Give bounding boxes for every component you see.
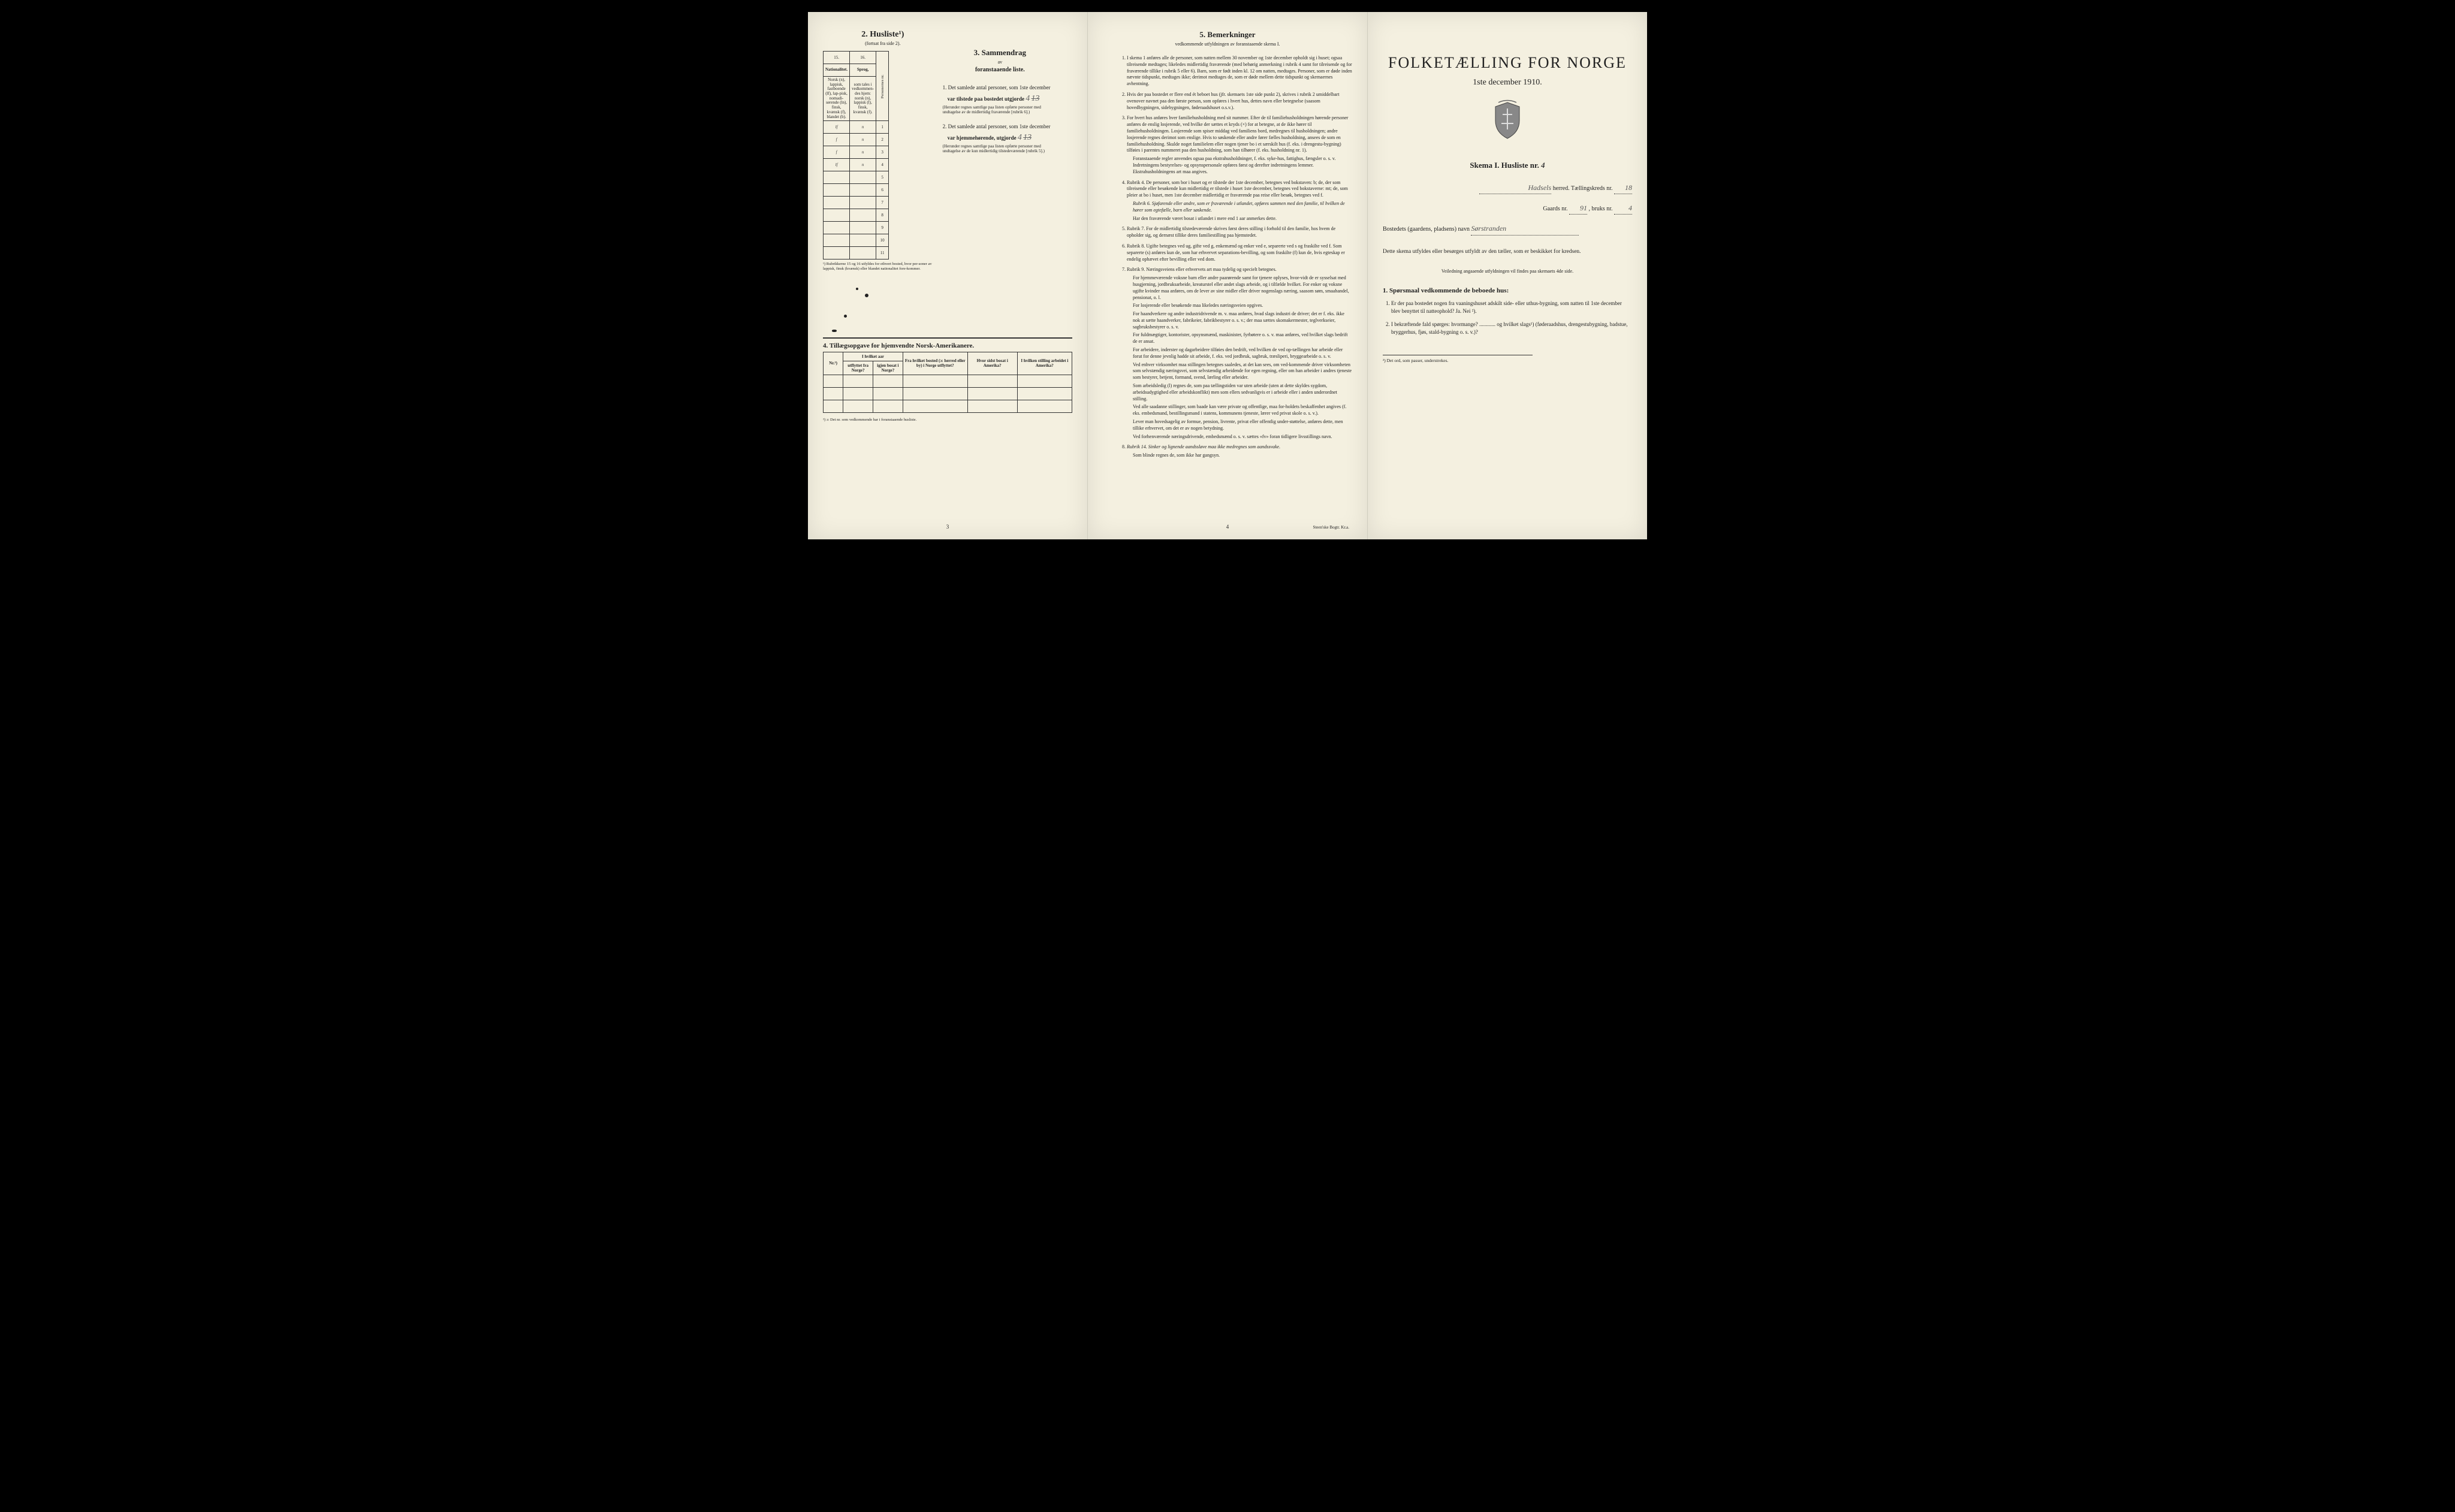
intro-text-2: Veiledning angaaende utfyldningen vil fi… (1383, 268, 1632, 275)
sammendrag-sub: foranstaaende liste. (943, 67, 1057, 73)
col15-label: Nationalitet. (824, 64, 850, 77)
table-row: fn3 (824, 146, 889, 159)
footnote-1: ¹) Rubrikkerne 15 og 16 utfyldes for eth… (823, 262, 943, 271)
page-middle: 5. Bemerkninger vedkommende utfyldningen… (1088, 12, 1368, 539)
page-right: FOLKETÆLLING FOR NORGE 1ste december 191… (1368, 12, 1647, 539)
question-2: I bekræftende fald spørges: hvormange? .… (1391, 321, 1632, 337)
sammendrag-title: 3. Sammendrag (943, 48, 1057, 58)
col-16: 16. (850, 52, 876, 64)
document-spread: 2. Husliste¹) (fortsat fra side 2). 15. … (808, 12, 1647, 539)
printer-note: Steen'ske Bogtr. Kr.a. (1313, 525, 1349, 530)
table-row: 11 (824, 247, 889, 259)
list-item: Hvis der paa bostedet er flere end ét be… (1127, 92, 1352, 111)
list-item: Rubrik 9. Næringsveiens eller erhvervets… (1127, 267, 1352, 440)
col-persons: Personernes nr. (876, 52, 889, 121)
ink-blot (844, 315, 847, 318)
nationality-table: 15. 16. Personernes nr. Nationalitet. Sp… (823, 51, 889, 259)
bemerkninger-title: 5. Bemerkninger (1103, 30, 1352, 40)
col-15: 15. (824, 52, 850, 64)
bemerkninger-sub: vedkommende utfyldningen av foranstaaend… (1103, 41, 1352, 47)
husliste-heading: 2. Husliste¹) (823, 30, 943, 40)
husliste-sub: (fortsat fra side 2). (823, 41, 943, 46)
sammendrag-item-1: 1. Det samlede antal personer, som 1ste … (943, 84, 1057, 114)
coat-of-arms-icon (1383, 99, 1632, 143)
table-row: lfn1 (824, 121, 889, 134)
table-row: fn2 (824, 134, 889, 146)
col16-label: Sprog, (850, 64, 876, 77)
question-list: Er der paa bostedet nogen fra vaaningshu… (1383, 300, 1632, 337)
page-number: 3 (808, 524, 1087, 530)
col15-desc: Norsk (n), lappisk, fastboende (lf), lap… (824, 77, 850, 121)
sammendrag-av: av (943, 59, 1057, 65)
herred-line: Hadsels herred. Tællingskreds nr. 18 (1383, 182, 1632, 194)
list-item: For hvert hus anføres hver familiehushol… (1127, 115, 1352, 175)
ink-blot (865, 294, 868, 297)
table-row (824, 375, 1072, 387)
table-row: 6 (824, 184, 889, 197)
table-row: 10 (824, 234, 889, 247)
col16-desc: som tales i vedkommen-des hjem: norsk (n… (850, 77, 876, 121)
footnote-2: ²) ɔ: Det nr. som vedkommende har i fora… (823, 418, 1072, 422)
table-row: 9 (824, 222, 889, 234)
footnote-right: ²) Det ord, som passer, understrekes. (1383, 355, 1533, 363)
skema-line: Skema I. Husliste nr. 4 (1383, 161, 1632, 170)
bosted-line: Bostedets (gaardens, pladsens) navn Sørs… (1383, 223, 1632, 235)
table-row: 8 (824, 209, 889, 222)
list-item: Rubrik 8. Ugifte betegnes ved ug, gifte … (1127, 243, 1352, 262)
ink-blot (832, 330, 837, 332)
table-row: 7 (824, 197, 889, 209)
tillaeg-table: Nr.²)I hvilket aarFra hvilket bosted (ɔ:… (823, 352, 1072, 413)
main-title: FOLKETÆLLING FOR NORGE (1383, 54, 1632, 72)
table-row: lfn4 (824, 159, 889, 171)
ink-blot (856, 288, 858, 290)
intro-text-1: Dette skema utfyldes eller besørges utfy… (1383, 248, 1632, 256)
table-row (824, 387, 1072, 400)
list-item: Rubrik 14. Sinker og lignende aandssløve… (1127, 444, 1352, 459)
page-left: 2. Husliste¹) (fortsat fra side 2). 15. … (808, 12, 1088, 539)
gaards-line: Gaards nr. 91 , bruks nr. 4 (1383, 203, 1632, 215)
question-1: Er der paa bostedet nogen fra vaaningshu… (1391, 300, 1632, 316)
list-item: Rubrik 4. De personer, som bor i huset o… (1127, 180, 1352, 222)
tillaeg-heading: 4. Tillægsopgave for hjemvendte Norsk-Am… (823, 337, 1072, 349)
table-row: 5 (824, 171, 889, 184)
sammendrag-section: 3. Sammendrag av foranstaaende liste. 1.… (943, 30, 1057, 162)
main-date: 1ste december 1910. (1383, 78, 1632, 87)
table-row (824, 400, 1072, 412)
sammendrag-item-2: 2. Det samlede antal personer, som 1ste … (943, 123, 1057, 153)
sporsmaal-heading: 1. Spørsmaal vedkommende de beboede hus: (1383, 287, 1632, 294)
list-item: Rubrik 7. For de midlertidig tilstedevær… (1127, 226, 1352, 239)
list-item: I skema 1 anføres alle de personer, som … (1127, 55, 1352, 87)
bemerkninger-list: I skema 1 anføres alle de personer, som … (1103, 55, 1352, 459)
